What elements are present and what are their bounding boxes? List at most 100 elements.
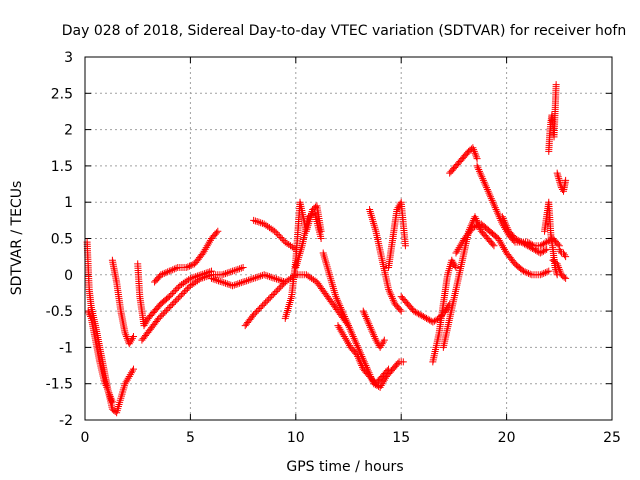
data-point [127,369,135,377]
data-point [171,286,179,294]
data-point [253,218,261,226]
data-point [317,235,325,242]
data-point [332,293,340,301]
data-point [556,247,564,255]
data-point [182,264,190,272]
data-point [187,261,195,269]
data-point [155,314,163,322]
data-point [364,318,372,326]
data-point [543,268,551,276]
data-point [339,309,347,317]
y-tick-label: 0 [64,268,73,284]
data-point [222,270,230,278]
data-point [121,329,129,337]
data-point [540,269,548,277]
data-point [378,380,386,388]
data-point [169,266,177,274]
data-point [491,204,499,212]
data-point [265,224,273,232]
data-point [473,155,481,163]
data-point [458,238,466,246]
data-point [389,294,397,302]
data-points [83,81,570,417]
data-point [277,233,285,241]
data-point [167,266,175,274]
data-point [168,289,176,297]
data-point [275,232,283,240]
data-point [232,280,240,288]
data-point [419,313,427,321]
data-point [236,265,244,273]
data-point [256,305,264,313]
data-point [358,362,366,370]
data-point [267,273,275,281]
data-point [541,246,549,254]
data-point [385,365,393,373]
data-point [124,374,132,382]
data-point [251,217,259,225]
data-point [457,240,465,248]
data-point [451,262,459,270]
data-point [309,276,317,284]
data-point [239,264,247,272]
data-point [302,271,310,279]
data-point [385,287,393,295]
data-point [348,329,356,337]
data-point [541,239,549,247]
data-point [525,239,533,247]
data-point [360,309,368,317]
data-point [257,272,265,280]
data-point [251,309,259,317]
data-point [267,225,275,233]
y-tick-label: 1.5 [51,159,73,175]
data-point [367,325,375,333]
data-point [411,308,419,316]
data-point [486,191,494,199]
data-point [283,239,291,247]
data-point [183,285,191,293]
data-point [379,378,387,386]
data-point [201,245,209,253]
data-point [213,229,221,237]
data-point [104,387,112,395]
data-point [387,291,395,299]
data-point [494,235,502,242]
chart-title: Day 028 of 2018, Sidereal Day-to-day VTE… [62,23,626,39]
data-point [500,216,508,224]
data-point [355,356,363,364]
data-point [269,291,277,299]
x-tick-label: 5 [186,430,195,446]
data-point [281,238,289,246]
data-point [554,173,562,181]
data-point [257,303,265,311]
data-point [562,253,570,261]
data-point [278,281,286,289]
data-point [456,242,464,250]
data-point [103,385,111,393]
data-point [490,202,498,210]
data-point [562,176,570,184]
data-point [448,256,456,264]
data-point [482,182,490,190]
data-point [241,277,249,285]
data-point [555,175,563,183]
data-point [272,287,280,295]
data-point [350,334,358,342]
data-point [304,272,312,280]
data-point [401,242,409,250]
data-point [234,265,242,273]
data-point [225,280,233,288]
data-point [141,320,149,328]
data-point [209,275,217,283]
data-point [370,331,378,339]
data-point [159,270,167,278]
data-point [397,307,405,315]
data-point [176,293,184,301]
data-point [335,323,343,331]
data-point [422,314,430,322]
data-point [243,277,251,285]
data-point [356,347,364,355]
data-point [337,303,345,311]
data-point [101,378,109,386]
data-point [353,342,361,350]
